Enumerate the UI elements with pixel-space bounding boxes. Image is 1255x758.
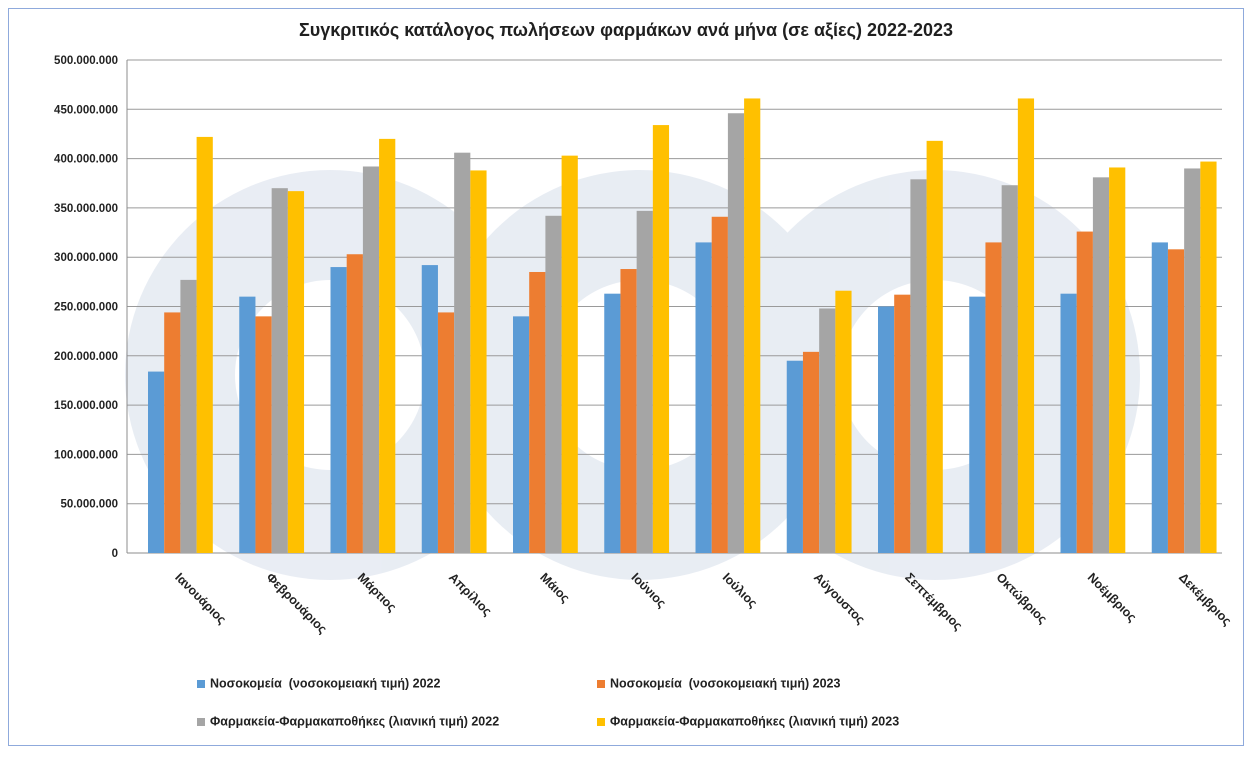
bar-3-1 (180, 279, 197, 553)
legend-label: Νοσοκομεία (νοσοκομειακή τιμή) 2022 (210, 676, 441, 691)
bar-4-1 (196, 136, 213, 553)
bar-1-2 (239, 296, 256, 553)
bar-3-11 (1092, 177, 1110, 554)
legend-swatch (597, 717, 605, 726)
legend-swatch (197, 717, 205, 726)
x-tick-label: Αύγουστος (811, 570, 868, 627)
bar-3-2 (271, 188, 288, 553)
bar-3-6 (636, 210, 653, 553)
y-tick-label: 0 (112, 548, 118, 560)
bar-4-12 (1200, 161, 1217, 554)
legend-item: Νοσοκομεία (νοσοκομειακή τιμή) 2023 (597, 676, 840, 691)
bar-4-5 (561, 155, 578, 553)
y-tick-label: 100.000.000 (54, 449, 118, 461)
bar-1-9 (878, 306, 895, 553)
legend-label: Φαρμακεία-Φαρμακαποθήκες (λιανική τιμή) … (210, 714, 500, 729)
bar-2-10 (985, 242, 1002, 553)
bar-1-4 (421, 265, 438, 553)
y-tick-label: 450.000.000 (54, 104, 118, 116)
bar-2-1 (164, 312, 181, 553)
bar-3-3 (362, 166, 380, 553)
y-tick-label: 50.000.000 (60, 499, 118, 511)
bar-4-7 (744, 98, 761, 553)
bar-2-8 (802, 351, 820, 553)
x-tick-label: Ιανουάριος (172, 570, 229, 627)
x-tick-label: Ιούλιος (720, 570, 760, 610)
bar-2-7 (711, 216, 728, 554)
bar-4-10 (1017, 98, 1035, 553)
bar-1-1 (148, 371, 165, 553)
bar-2-3 (346, 254, 363, 553)
bar-3-8 (819, 308, 836, 553)
x-tick-label: Μάιος (537, 570, 572, 605)
legend-item: Φαρμακεία-Φαρμακαποθήκες (λιανική τιμή) … (197, 714, 499, 729)
y-tick-label: 300.000.000 (54, 252, 118, 264)
bar-1-12 (1151, 242, 1168, 553)
bar-3-9 (910, 179, 927, 553)
bar-3-4 (454, 152, 471, 553)
y-tick-label: 400.000.000 (54, 154, 118, 166)
chart-title: Συγκριτικός κατάλογος πωλήσεων φαρμάκων … (298, 20, 954, 40)
bar-1-8 (786, 360, 803, 553)
bar-2-12 (1167, 249, 1185, 553)
bar-1-3 (330, 267, 347, 553)
bar-1-10 (969, 296, 986, 553)
y-tick-label: 500.000.000 (54, 55, 118, 67)
bar-1-11 (1060, 293, 1077, 553)
bar-4-6 (652, 125, 670, 554)
bar-4-9 (926, 140, 943, 554)
x-tick-label: Μάρτιος (355, 570, 399, 614)
legend-label: Φαρμακεία-Φαρμακαποθήκες (λιανική τιμή) … (610, 714, 900, 729)
y-tick-label: 200.000.000 (54, 351, 118, 363)
bar-4-3 (379, 138, 396, 553)
y-tick-label: 250.000.000 (54, 302, 118, 314)
x-tick-label: Δεκέμβριος (1176, 570, 1234, 628)
bar-3-12 (1184, 168, 1201, 553)
legend-label: Νοσοκομεία (νοσοκομειακή τιμή) 2023 (610, 676, 841, 691)
legend-item: Φαρμακεία-Φαρμακαποθήκες (λιανική τιμή) … (597, 714, 899, 729)
bar-3-5 (545, 215, 562, 553)
bar-1-5 (513, 316, 530, 553)
bar-4-8 (835, 290, 852, 553)
x-tick-label: Φεβρουάριος (264, 570, 330, 636)
bar-2-9 (894, 294, 911, 553)
bar-4-11 (1109, 167, 1126, 553)
y-tick-label: 150.000.000 (54, 400, 118, 412)
bar-2-11 (1076, 231, 1093, 553)
bar-4-4 (470, 170, 487, 553)
x-tick-label: Οκτώβριος (994, 570, 1050, 626)
legend-swatch (197, 679, 205, 688)
bar-2-4 (437, 312, 455, 553)
legend-swatch (597, 679, 605, 688)
bar-1-6 (604, 293, 621, 553)
legend-item: Νοσοκομεία (νοσοκομειακή τιμή) 2022 (197, 676, 440, 691)
x-tick-label: Νοέμβριος (1085, 570, 1139, 624)
bar-2-2 (255, 316, 272, 553)
x-tick-label: Απρίλιος (446, 570, 494, 618)
bar-2-6 (620, 269, 637, 553)
bar-2-5 (529, 271, 546, 553)
bar-1-7 (695, 242, 712, 553)
y-tick-label: 350.000.000 (54, 203, 118, 215)
bar-3-10 (1001, 185, 1018, 554)
bar-4-2 (287, 191, 305, 553)
bar-3-7 (727, 113, 745, 553)
